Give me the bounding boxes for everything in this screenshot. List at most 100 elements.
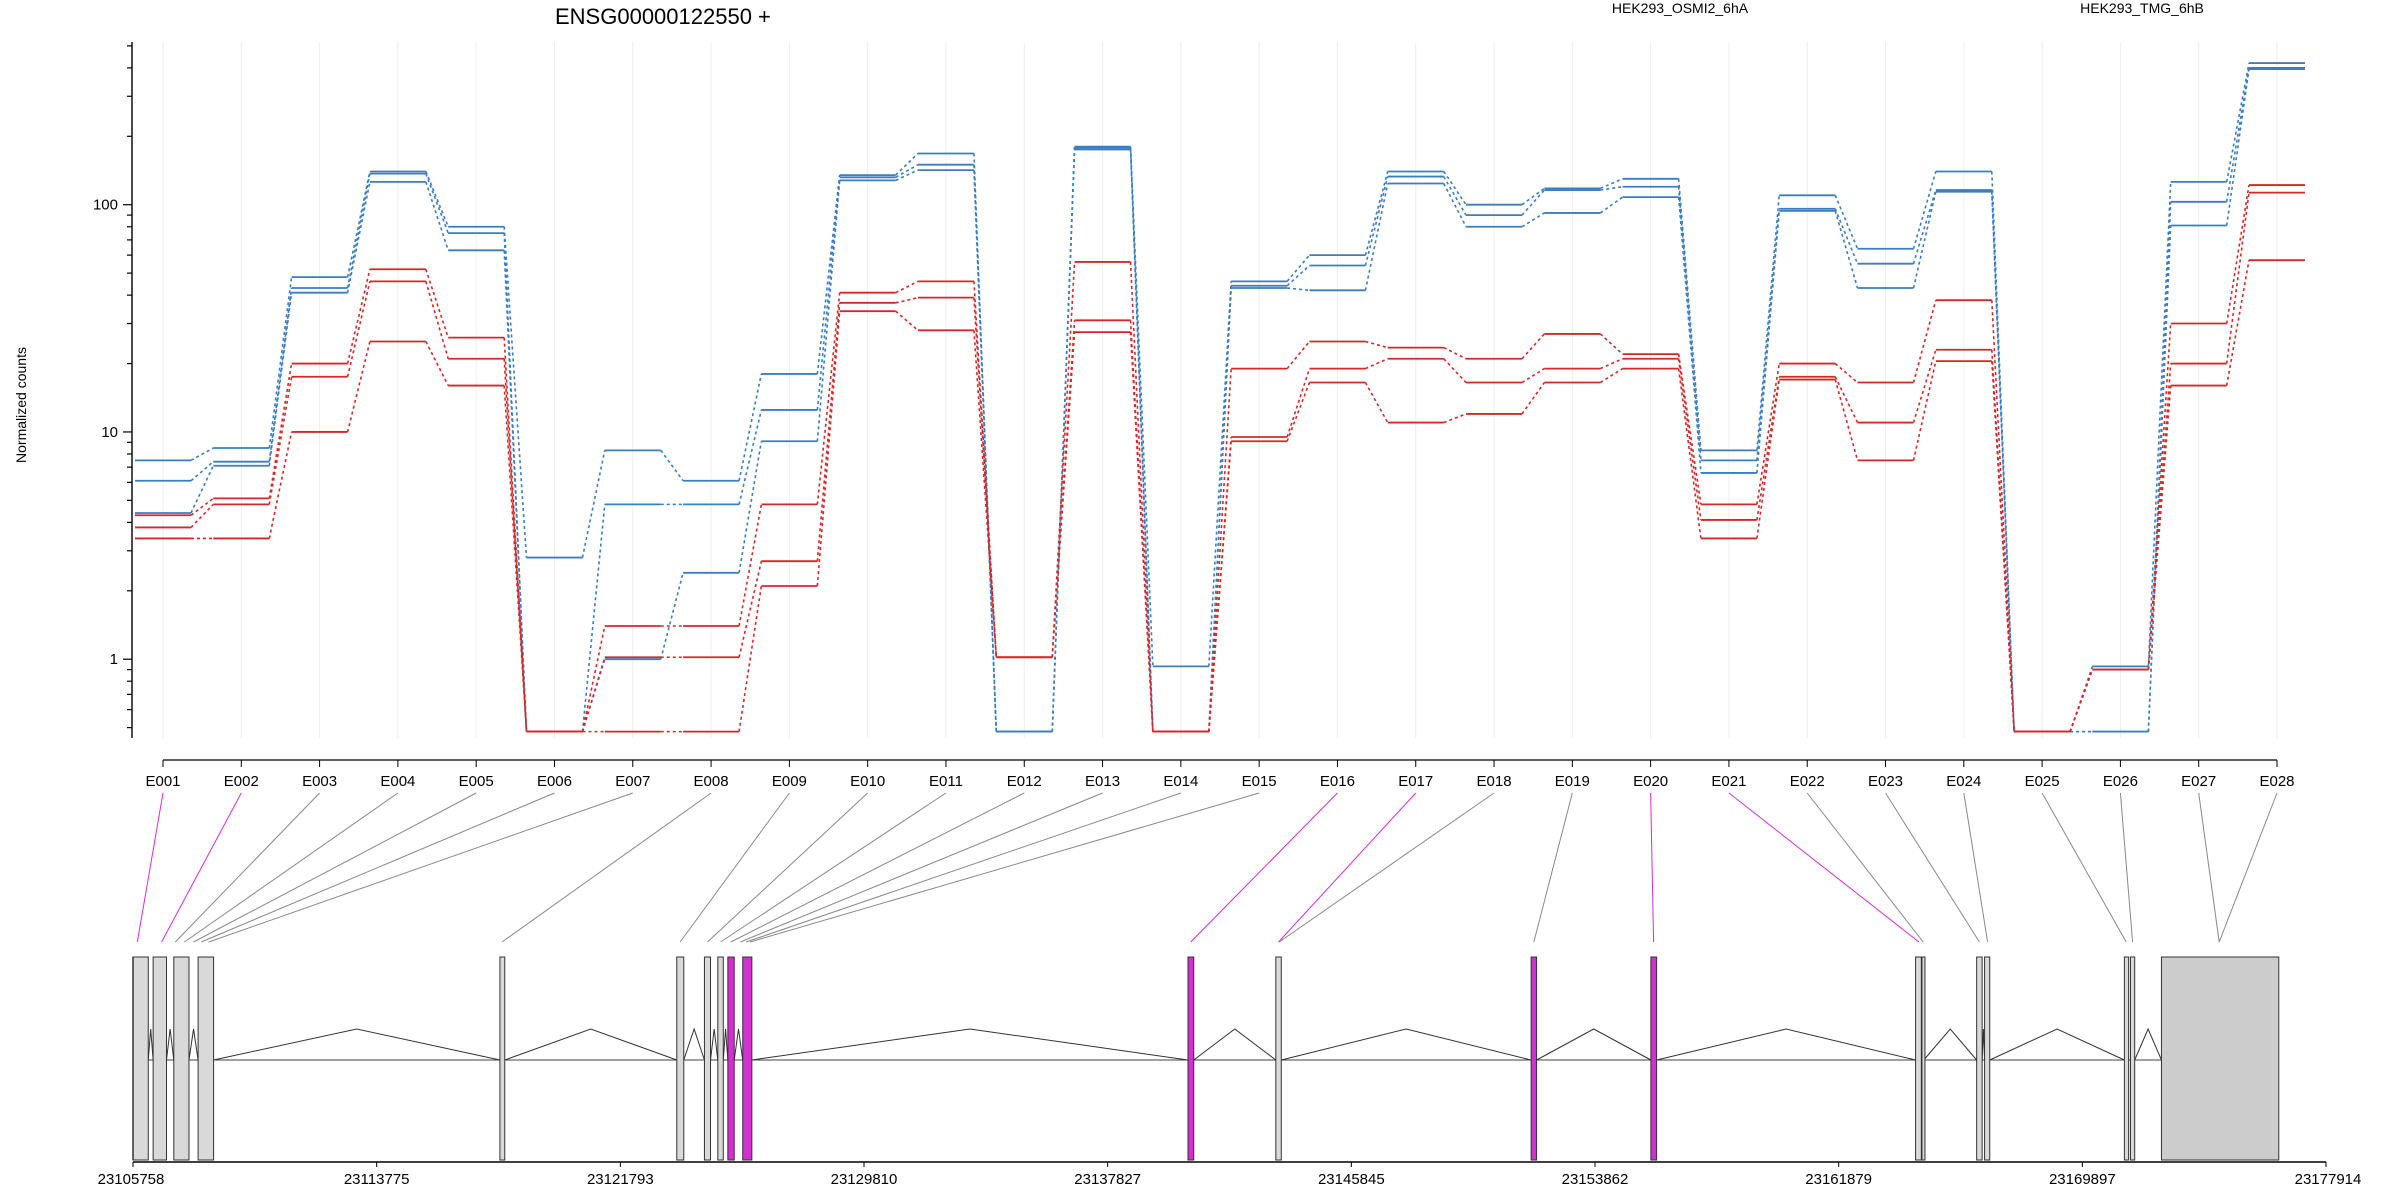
exon-link-line — [740, 792, 1103, 943]
series-connector — [1208, 441, 1232, 732]
series-connector — [1364, 183, 1389, 291]
series-connector — [425, 268, 449, 338]
series-connector — [1208, 368, 1232, 732]
series-connector — [973, 330, 998, 658]
legend-label-tmg: HEK293_TMG_6hB — [2080, 0, 2204, 16]
series-connector — [1912, 360, 1937, 461]
exon-label: E021 — [1711, 773, 1746, 790]
coordinate-label: 23121793 — [587, 1171, 654, 1188]
series-connector — [738, 409, 763, 505]
series-connector — [1129, 146, 1154, 667]
exon-links — [136, 792, 2278, 943]
intron-arc — [1536, 1028, 1652, 1061]
exon-block — [2160, 956, 2280, 1161]
series-connector — [268, 363, 293, 499]
series-connector — [268, 431, 293, 539]
series-connector — [1443, 171, 1467, 206]
series-connector — [1521, 212, 1545, 228]
exon-block — [197, 956, 215, 1161]
exon-link-line — [720, 792, 947, 943]
intron-arc — [733, 1028, 744, 1061]
series-connector — [425, 341, 449, 386]
y-tick-label: 1 — [110, 651, 118, 668]
series-connector — [1991, 361, 2015, 732]
exon-block — [1921, 956, 1926, 1161]
exon-label: E012 — [1007, 773, 1042, 790]
exon-link-line — [1806, 792, 1924, 943]
series-connector — [581, 450, 606, 558]
series-connector — [1600, 357, 1623, 370]
exon-label: E018 — [1477, 773, 1512, 790]
series-connector — [816, 302, 841, 562]
series-connector — [1599, 367, 1624, 384]
intron-arc — [710, 1028, 719, 1061]
series-connector — [503, 233, 528, 732]
series-connector — [1600, 185, 1623, 191]
exon-block — [703, 956, 712, 1161]
series-connector — [425, 181, 449, 251]
exon-link-line — [1278, 792, 1495, 943]
exon-block — [2129, 956, 2136, 1161]
exon-link-line — [749, 792, 1260, 943]
series-connector — [1991, 300, 2015, 732]
series-connector — [1912, 171, 1937, 249]
exon-block — [742, 956, 753, 1161]
exon-label: E017 — [1398, 773, 1433, 790]
gene-model — [132, 956, 2280, 1161]
series-connector — [1286, 368, 1311, 438]
series-connector — [2225, 62, 2250, 183]
exon-link-line — [2119, 792, 2134, 943]
exon-label: E010 — [850, 773, 885, 790]
exon-block — [1984, 956, 1991, 1161]
intron-arc — [1193, 1028, 1277, 1061]
series-connector — [738, 504, 763, 627]
exon-link-line — [745, 792, 1182, 943]
series-connector — [2225, 67, 2250, 202]
series-connector — [895, 296, 919, 304]
series-connector — [895, 152, 919, 176]
series-connector — [1600, 178, 1623, 190]
exon-label: E002 — [224, 773, 259, 790]
series-connector — [1756, 195, 1781, 451]
exon-label: E008 — [694, 773, 729, 790]
y-tick-label: 10 — [101, 424, 118, 441]
series-connector — [2147, 225, 2172, 732]
exon-label: E027 — [2181, 773, 2216, 790]
exon-block — [1915, 956, 1922, 1161]
series-connector — [1051, 149, 1076, 732]
series-connector — [2225, 192, 2250, 364]
exon-block — [152, 956, 167, 1161]
chart-title: ENSG00000122550 + — [555, 4, 771, 29]
exon-label: E007 — [615, 773, 650, 790]
series-connector — [2147, 385, 2172, 670]
series-connector — [816, 311, 841, 587]
series-connector — [346, 181, 371, 293]
series-connector — [2069, 669, 2094, 732]
grid-lines — [162, 42, 2278, 738]
intron-arc — [751, 1028, 1189, 1061]
series-connector — [581, 657, 606, 732]
exon-link-line — [679, 792, 790, 943]
series-connector — [1443, 183, 1467, 228]
series-connector — [503, 358, 528, 732]
exon-link-line — [1885, 792, 1980, 943]
exon-link-line — [1278, 792, 1417, 943]
series-connector — [190, 447, 214, 462]
series-connector — [1521, 189, 1545, 216]
exon-link-line — [161, 792, 242, 943]
exon-label: E022 — [1790, 773, 1825, 790]
series-lines — [135, 62, 2305, 733]
exon-label: E011 — [929, 773, 963, 790]
series-connector — [581, 625, 606, 732]
exon-block — [2123, 956, 2130, 1161]
exon-label: E006 — [537, 773, 572, 790]
series-connector — [2225, 184, 2250, 324]
y-axis: 1 10 100 — [93, 42, 133, 738]
series-connector — [1912, 299, 1937, 383]
series-connector — [425, 281, 449, 359]
series-connector — [268, 277, 293, 449]
series-connector — [973, 170, 998, 732]
series-connector — [268, 292, 293, 466]
coordinate-label: 23169897 — [2049, 1171, 2116, 1188]
exon-block — [132, 956, 149, 1161]
